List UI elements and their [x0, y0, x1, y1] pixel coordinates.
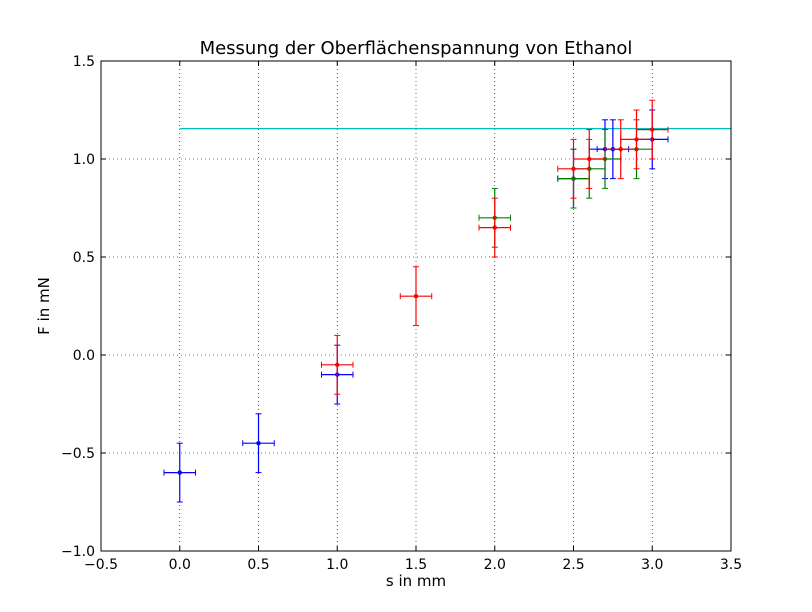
y-tick-label: 0.5	[73, 250, 95, 266]
y-tick-label: 1.5	[73, 54, 95, 70]
data-point-group	[242, 413, 275, 474]
y-tick-label: −0.5	[61, 446, 95, 462]
chart-title: Messung der Oberflächenspannung von Etha…	[200, 38, 633, 59]
data-point	[177, 470, 182, 475]
y-tick-label: −1.0	[61, 544, 95, 560]
x-tick-label: 0.0	[169, 557, 191, 573]
x-tick-label: 0.5	[247, 557, 269, 573]
data-point-group	[321, 334, 354, 395]
data-point-group	[636, 99, 669, 160]
x-tick-label: 3.5	[720, 557, 742, 573]
data-point-group	[163, 442, 196, 503]
y-tick-label: 0.0	[73, 348, 95, 364]
x-tick-label: 2.5	[562, 557, 584, 573]
x-tick-label: 2.0	[484, 557, 506, 573]
x-tick-label: −0.5	[84, 557, 118, 573]
data-point	[650, 127, 655, 132]
data-point	[492, 225, 497, 230]
data-point	[413, 294, 419, 299]
data-point	[571, 166, 576, 171]
data-point	[618, 147, 623, 152]
data-series-3	[321, 99, 669, 395]
x-tick-label: 1.5	[405, 557, 427, 573]
data-point	[256, 441, 261, 446]
data-point	[335, 362, 340, 367]
data-point-group	[478, 197, 511, 258]
data-point-group	[399, 266, 433, 327]
data-point	[634, 137, 639, 142]
data-series-layer	[163, 99, 669, 503]
x-tick-label: 3.0	[641, 557, 663, 573]
data-point-group	[573, 129, 606, 189]
x-axis-label: s in mm	[386, 572, 446, 590]
data-point-group	[557, 138, 590, 199]
y-tick-label: 1.0	[73, 152, 95, 168]
x-tick-label: 1.0	[326, 557, 348, 573]
y-axis-label: F in mN	[35, 277, 53, 335]
data-point	[587, 156, 592, 162]
axis-ticks: −0.5 0.0 0.5 1.0 1.5 2.0 2.5 3.0 3.5−1.0−0.50.00…	[61, 54, 742, 573]
